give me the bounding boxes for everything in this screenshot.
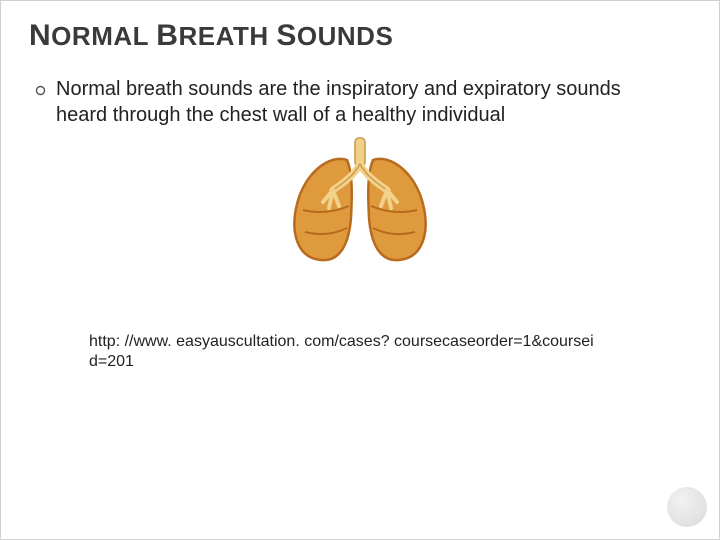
bullet-text: Normal breath sounds are the inspiratory… [56, 77, 651, 128]
slide-container: NORMAL BREATH SOUNDS Normal breath sound… [0, 0, 720, 540]
bullet-circle-icon [35, 83, 46, 101]
lung-illustration [29, 132, 691, 272]
decorative-sphere-icon [667, 487, 707, 527]
reference-url: http: //www. easyauscultation. com/cases… [29, 332, 691, 372]
bullet-item: Normal breath sounds are the inspiratory… [29, 77, 691, 128]
slide-title: NORMAL BREATH SOUNDS [29, 19, 691, 53]
